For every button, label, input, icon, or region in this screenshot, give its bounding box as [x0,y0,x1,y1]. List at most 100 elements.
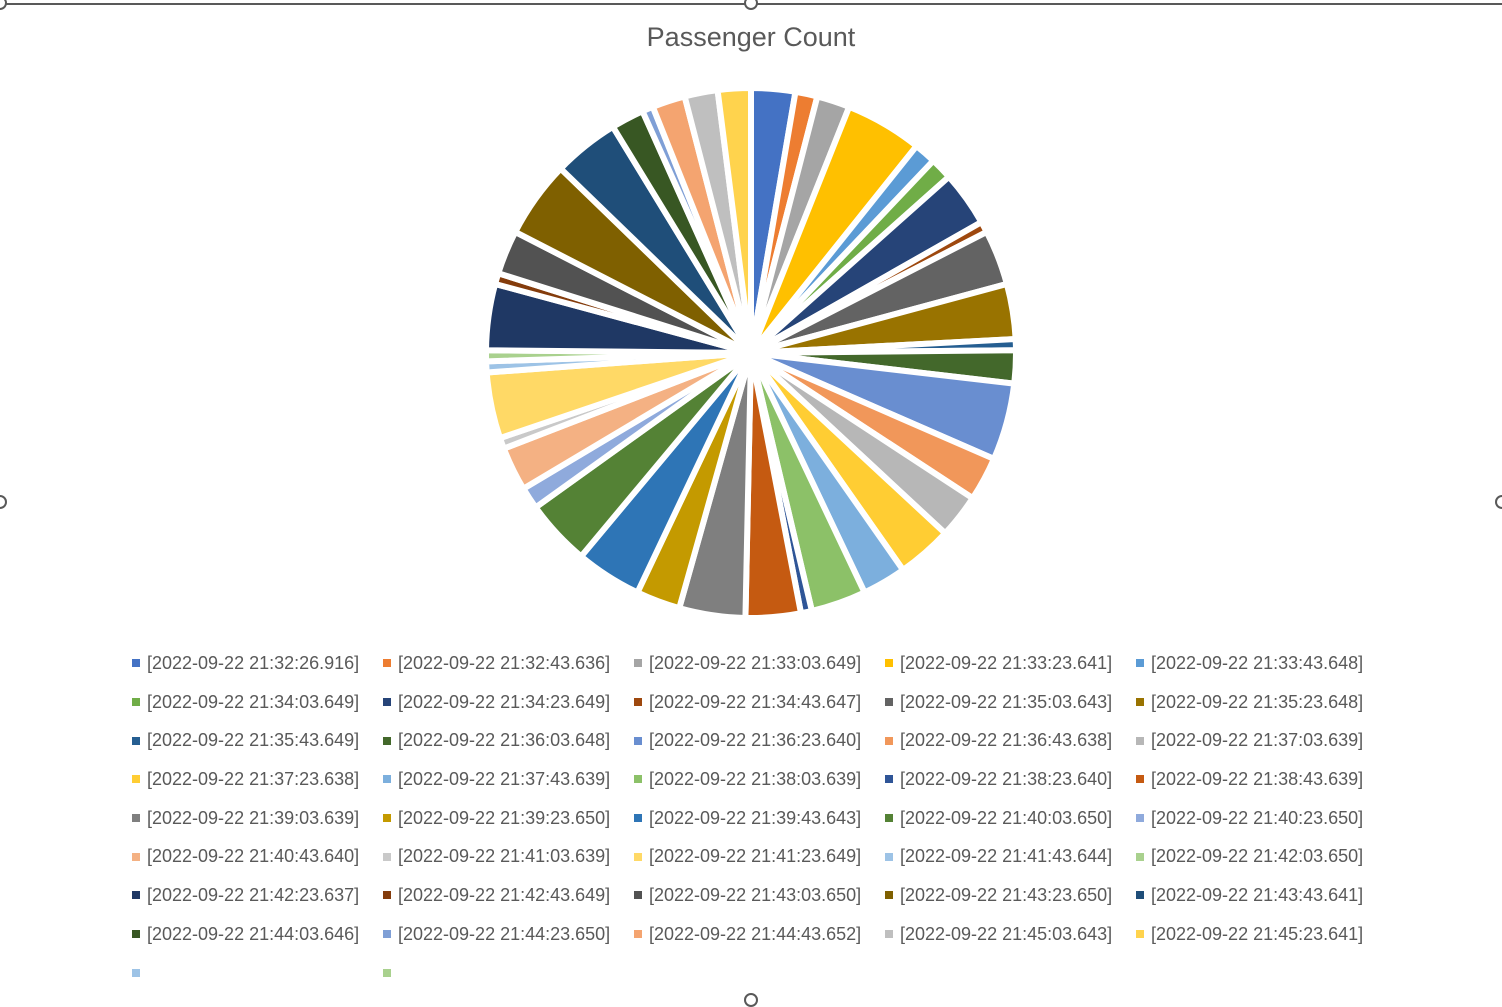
legend-item[interactable]: [2022-09-22 21:42:43.649] [379,876,630,915]
legend-label: [2022-09-22 21:35:23.648] [1151,691,1364,712]
legend-label: [2022-09-22 21:40:03.650] [900,807,1113,828]
pie-slice[interactable] [714,84,754,354]
legend-label: [2022-09-22 21:41:23.649] [649,846,862,867]
chart-title: Passenger Count [646,22,856,52]
resize-handle-top-left[interactable] [0,0,7,10]
legend-item[interactable]: [2022-09-22 21:34:43.647] [630,683,881,722]
legend-label: [2022-09-22 21:33:03.649] [649,652,862,673]
legend-label: [2022-09-22 21:40:43.640] [147,846,360,867]
legend-label: [2022-09-22 21:41:43.644] [900,846,1113,867]
legend-swatch [132,775,140,784]
legend-swatch [885,775,893,784]
legend-label: [2022-09-22 21:32:26.916] [147,652,360,673]
legend-label: [2022-09-22 21:41:03.639] [398,846,611,867]
legend-item[interactable]: [2022-09-22 21:41:03.639] [379,837,630,876]
legend-label: [2022-09-22 21:45:03.643] [900,923,1113,944]
legend-label: [2022-09-22 21:42:03.650] [1151,846,1364,867]
legend-swatch [634,698,642,707]
legend-label: [2022-09-22 21:37:23.638] [147,768,360,789]
legend-item[interactable]: [2022-09-22 21:44:43.652] [630,915,881,954]
legend-item[interactable]: [2022-09-22 21:43:03.650] [630,876,881,915]
legend-item[interactable]: [2022-09-22 21:32:26.916] [128,644,379,683]
legend-item[interactable]: [2022-09-22 21:42:23.637] [128,876,379,915]
legend-item[interactable]: [2022-09-22 21:39:03.639] [128,799,379,838]
legend-item[interactable]: [2022-09-22 21:43:23.650] [881,876,1132,915]
legend-label: [2022-09-22 21:37:43.639] [398,768,611,789]
legend-swatch [634,930,642,939]
legend-swatch [132,814,140,823]
legend-item[interactable]: [2022-09-22 21:36:43.638] [881,721,1132,760]
legend-item[interactable]: [2022-09-22 21:38:43.639] [1132,760,1383,799]
legend-item[interactable] [379,954,630,993]
legend-item[interactable]: [2022-09-22 21:38:03.639] [630,760,881,799]
legend-swatch [383,659,391,668]
legend-swatch [1136,891,1144,900]
legend-item[interactable]: [2022-09-22 21:35:43.649] [128,721,379,760]
legend-item[interactable]: [2022-09-22 21:44:23.650] [379,915,630,954]
legend-item[interactable]: [2022-09-22 21:45:03.643] [881,915,1132,954]
legend-label: [2022-09-22 21:38:43.639] [1151,768,1364,789]
legend-item[interactable]: [2022-09-22 21:37:43.639] [379,760,630,799]
legend-label: [2022-09-22 21:36:43.638] [900,730,1113,751]
legend-item[interactable]: [2022-09-22 21:41:43.644] [881,837,1132,876]
legend-label: [2022-09-22 21:39:23.650] [398,807,611,828]
resize-handle-middle-left[interactable] [0,495,7,509]
legend-swatch [383,968,391,977]
legend-swatch [132,968,140,977]
legend-item[interactable]: [2022-09-22 21:34:03.649] [128,683,379,722]
legend-item[interactable]: [2022-09-22 21:33:03.649] [630,644,881,683]
legend-swatch [132,930,140,939]
resize-handle-middle-right[interactable] [1495,495,1502,509]
legend-label: [2022-09-22 21:33:43.648] [1151,652,1364,673]
legend-swatch [132,659,140,668]
legend-swatch [885,814,893,823]
legend-item[interactable]: [2022-09-22 21:38:23.640] [881,760,1132,799]
legend-label: [2022-09-22 21:43:23.650] [900,884,1113,905]
legend-label: [2022-09-22 21:36:23.640] [649,730,862,751]
legend-label: [2022-09-22 21:38:23.640] [900,768,1113,789]
legend-swatch [132,736,140,745]
legend-item[interactable]: [2022-09-22 21:40:43.640] [128,837,379,876]
legend-swatch [634,891,642,900]
legend-item[interactable]: [2022-09-22 21:36:23.640] [630,721,881,760]
legend-swatch [383,891,391,900]
legend-item[interactable]: [2022-09-22 21:41:23.649] [630,837,881,876]
legend-item[interactable]: [2022-09-22 21:33:23.641] [881,644,1132,683]
legend-item[interactable]: [2022-09-22 21:40:23.650] [1132,799,1383,838]
legend-item[interactable]: [2022-09-22 21:32:43.636] [379,644,630,683]
legend-swatch [132,698,140,707]
legend-swatch [1136,852,1144,861]
legend-label: [2022-09-22 21:36:03.648] [398,730,611,751]
legend-swatch [634,775,642,784]
legend-item[interactable]: [2022-09-22 21:44:03.646] [128,915,379,954]
legend-swatch [132,852,140,861]
legend-swatch [1136,814,1144,823]
legend-label: [2022-09-22 21:40:23.650] [1151,807,1364,828]
legend-item[interactable]: [2022-09-22 21:33:43.648] [1132,644,1383,683]
legend-item[interactable]: [2022-09-22 21:43:43.641] [1132,876,1383,915]
legend-label: [2022-09-22 21:35:43.649] [147,730,360,751]
legend-swatch [885,930,893,939]
legend-swatch [885,852,893,861]
legend-item[interactable]: [2022-09-22 21:37:03.639] [1132,721,1383,760]
legend-label: [2022-09-22 21:35:03.643] [900,691,1113,712]
resize-handle-bottom-center[interactable] [744,993,758,1007]
legend-label: [2022-09-22 21:43:03.650] [649,884,862,905]
legend-swatch [383,814,391,823]
legend-item[interactable]: [2022-09-22 21:35:03.643] [881,683,1132,722]
legend-item[interactable] [128,954,379,993]
legend-item[interactable]: [2022-09-22 21:39:43.643] [630,799,881,838]
legend-item[interactable]: [2022-09-22 21:37:23.638] [128,760,379,799]
legend-item[interactable]: [2022-09-22 21:45:23.641] [1132,915,1383,954]
legend-item[interactable]: [2022-09-22 21:40:03.650] [881,799,1132,838]
legend-item[interactable]: [2022-09-22 21:35:23.648] [1132,683,1383,722]
legend-item[interactable]: [2022-09-22 21:34:23.649] [379,683,630,722]
legend-item[interactable]: [2022-09-22 21:39:23.650] [379,799,630,838]
legend-label: [2022-09-22 21:38:03.639] [649,768,862,789]
legend-item[interactable]: [2022-09-22 21:42:03.650] [1132,837,1383,876]
legend-swatch [383,775,391,784]
legend-swatch [885,698,893,707]
legend-item[interactable]: [2022-09-22 21:36:03.648] [379,721,630,760]
legend-swatch [885,659,893,668]
resize-handle-top-center[interactable] [744,0,758,10]
